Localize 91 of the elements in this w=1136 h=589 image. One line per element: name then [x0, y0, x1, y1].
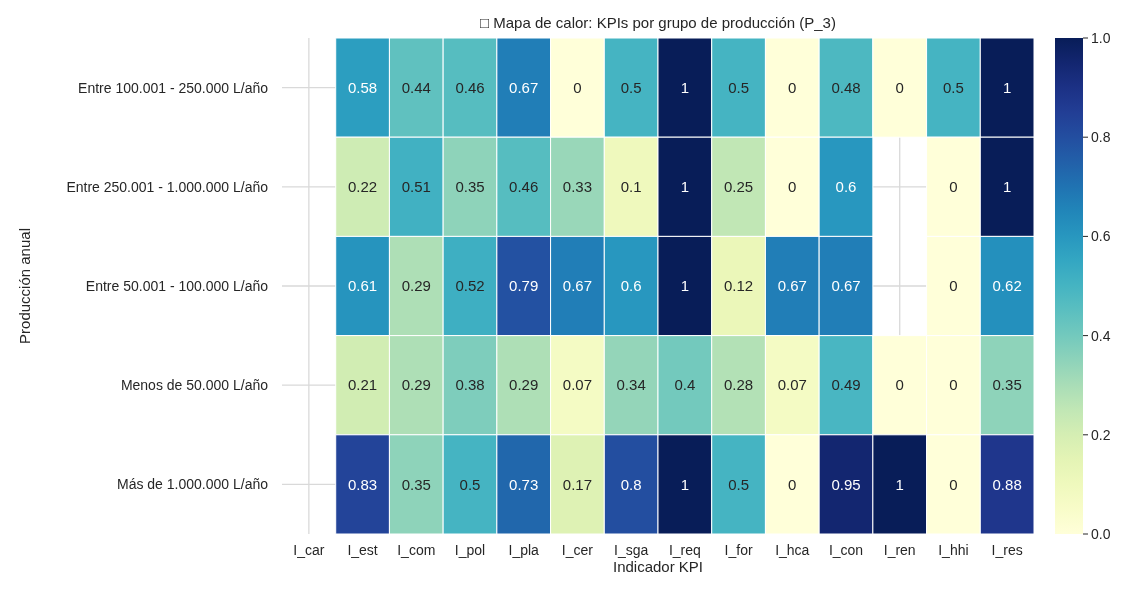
x-tick-label: I_est [347, 542, 378, 558]
data-label: 1 [1002, 78, 1012, 96]
data-label: 1 [680, 475, 690, 493]
x-tick-label: I_pol [454, 542, 486, 558]
data-label: 0.8 [620, 475, 642, 493]
x-tick-label: I_car [293, 542, 325, 558]
data-label: 0.52 [455, 277, 485, 295]
y-tick-label: Más de 1.000.000 L/año [116, 476, 269, 493]
data-label: 0.33 [562, 178, 593, 196]
data-label: 0.51 [401, 178, 431, 196]
x-tick-label: I_cer [561, 542, 594, 558]
data-label: 0.49 [831, 376, 861, 394]
x-tick-label: I_res [991, 542, 1023, 558]
x-tick-label: I_req [668, 542, 701, 558]
data-label: 0.5 [728, 475, 749, 493]
data-label: 0.61 [347, 277, 378, 295]
data-label: 0.6 [835, 178, 857, 196]
x-tick-label: I_ren [883, 542, 916, 558]
data-label: 0.22 [347, 178, 378, 196]
y-tick-label: Entre 50.001 - 100.000 L/año [85, 277, 269, 294]
data-label: 0.83 [347, 475, 378, 493]
chart-title: □ Mapa de calor: KPIs por grupo de producción (P_3) [480, 14, 836, 31]
y-tick-label: Entre 250.001 - 1.000.000 L/año [66, 178, 269, 195]
data-label: 0.4 [674, 376, 696, 394]
data-label: 0.46 [509, 178, 539, 196]
data-label: 0.25 [723, 178, 754, 196]
y-tick-label: Menos de 50.000 L/año [120, 377, 269, 394]
data-label: 0 [788, 178, 797, 196]
data-label: 0 [949, 178, 958, 196]
data-label: 0.38 [455, 376, 485, 394]
data-label: 0.5 [943, 78, 964, 96]
data-label: 0.17 [562, 475, 593, 493]
data-label: 0.5 [728, 78, 749, 96]
color-bar-label: 0.8 [1091, 129, 1111, 146]
y-tick-label: Entre 100.001 - 250.000 L/año [78, 79, 269, 96]
data-label: 0.79 [509, 277, 539, 295]
data-label: 0.5 [459, 475, 481, 493]
data-label: 0.6 [620, 277, 642, 295]
x-tick-label: I_hhi [938, 542, 969, 558]
data-label: 0.34 [616, 376, 646, 394]
data-label: 0.67 [777, 277, 807, 295]
data-label: 0.07 [562, 376, 593, 394]
data-label: 1 [1002, 178, 1012, 196]
data-label: 0 [573, 78, 582, 96]
data-label: 0.35 [992, 376, 1022, 394]
color-bar-label: 0.0 [1091, 525, 1111, 542]
data-label: 0.29 [509, 376, 539, 394]
data-label: 0.62 [992, 277, 1022, 295]
data-label: 0 [949, 277, 958, 295]
data-label: 0 [788, 475, 797, 493]
data-label: 0 [788, 78, 797, 96]
data-label: 0.48 [831, 78, 861, 96]
data-label: 0.67 [509, 78, 539, 96]
x-tick-label: I_pla [508, 542, 540, 558]
data-label: 0 [895, 376, 904, 394]
data-label: 0 [949, 376, 958, 394]
data-label: 0.28 [723, 376, 754, 394]
data-label: 0.73 [509, 475, 539, 493]
data-label: 0.12 [723, 277, 754, 295]
y-axis-title: Producción anual [16, 228, 33, 344]
data-label: 0.67 [562, 277, 593, 295]
data-label: 0.35 [401, 475, 431, 493]
data-label: 0.44 [401, 78, 431, 96]
data-label: 1 [680, 78, 690, 96]
color-bar-label: 0.4 [1091, 327, 1111, 344]
data-label: 0.58 [347, 78, 378, 96]
data-label: 0 [949, 475, 958, 493]
x-tick-label: I_hca [775, 542, 810, 558]
x-axis-title: Indicador KPI [612, 558, 704, 575]
data-label: 1 [680, 178, 690, 196]
color-bar-label: 1.0 [1091, 29, 1111, 46]
data-label: 0 [895, 78, 904, 96]
data-label: 1 [680, 277, 690, 295]
data-label: 0.67 [831, 277, 861, 295]
data-label: 0.1 [620, 178, 642, 196]
data-label: 0.35 [455, 178, 485, 196]
data-label: 0.21 [347, 376, 378, 394]
data-label: 0.5 [620, 78, 642, 96]
x-tick-label: I_sga [614, 542, 649, 558]
color-bar-label: 0.6 [1091, 228, 1111, 245]
x-tick-label: I_com [397, 542, 436, 558]
data-label: 1 [895, 475, 904, 493]
x-tick-label: I_con [828, 542, 864, 558]
data-label: 0.29 [401, 376, 431, 394]
x-tick-label: I_for [724, 542, 753, 558]
color-bar-label: 0.2 [1091, 426, 1111, 443]
data-label: 0.07 [777, 376, 807, 394]
data-label: 0.95 [831, 475, 861, 493]
data-label: 0.46 [455, 78, 485, 96]
data-label: 0.29 [401, 277, 431, 295]
data-label: 0.88 [992, 475, 1022, 493]
